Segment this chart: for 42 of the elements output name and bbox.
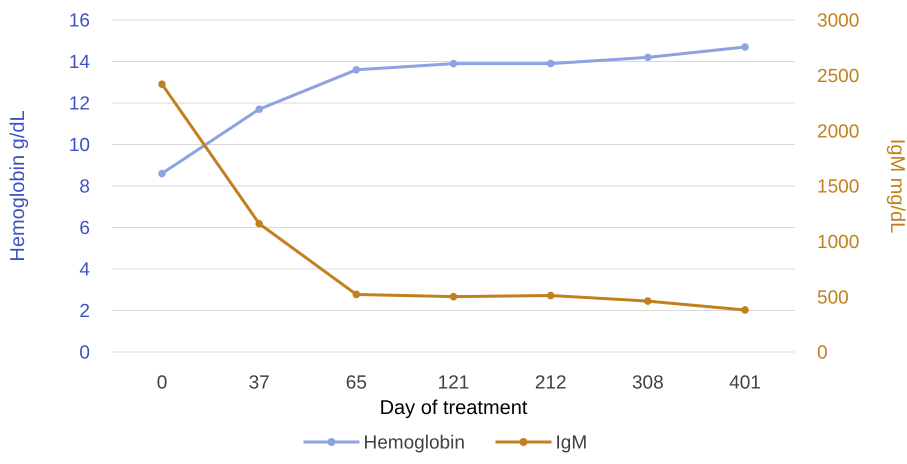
x-tick-label: 308 bbox=[632, 372, 664, 394]
x-tick-label: 401 bbox=[729, 372, 761, 394]
y2-tick-label: 1000 bbox=[817, 232, 860, 253]
point bbox=[644, 297, 652, 305]
x-tick-label: 37 bbox=[248, 372, 270, 394]
y-tick-label: 0 bbox=[79, 342, 90, 364]
point bbox=[450, 60, 458, 68]
point bbox=[546, 292, 554, 300]
y2-axis-title: IgM mg/dL bbox=[886, 138, 907, 234]
y-tick-label: 10 bbox=[68, 135, 90, 156]
point bbox=[352, 290, 360, 298]
legend-label: Hemoglobin bbox=[364, 432, 465, 454]
point bbox=[644, 54, 652, 62]
y2-tick-label: 2500 bbox=[817, 66, 860, 87]
point bbox=[741, 306, 749, 314]
y-tick-label: 6 bbox=[79, 218, 90, 240]
point bbox=[158, 80, 166, 88]
y2-tick-label: 500 bbox=[817, 287, 849, 308]
point bbox=[158, 170, 166, 178]
y2-tick-label: 3000 bbox=[817, 10, 860, 32]
y-tick-label: 4 bbox=[79, 260, 90, 281]
y-tick-label: 2 bbox=[79, 301, 90, 322]
y2-tick-label: 2000 bbox=[817, 121, 860, 142]
y-axis-title: Hemoglobin g/dL bbox=[7, 110, 29, 262]
x-tick-label: 65 bbox=[346, 372, 367, 394]
point bbox=[546, 60, 554, 68]
y-tick-label: 16 bbox=[68, 10, 90, 32]
point bbox=[255, 220, 263, 228]
y2-tick-label: 1500 bbox=[817, 176, 860, 198]
y-tick-label: 8 bbox=[79, 176, 90, 198]
x-axis-title: Day of treatment bbox=[380, 397, 528, 419]
point bbox=[450, 292, 458, 300]
y2-tick-label: 0 bbox=[817, 342, 828, 364]
y-tick-label: 12 bbox=[68, 94, 90, 115]
x-tick-label: 212 bbox=[534, 372, 567, 394]
x-tick-label: 121 bbox=[438, 372, 470, 394]
point bbox=[352, 66, 360, 74]
point bbox=[741, 43, 749, 51]
x-tick-label: 0 bbox=[156, 372, 168, 394]
legend-label: IgM bbox=[556, 432, 588, 454]
y-tick-label: 14 bbox=[68, 52, 90, 74]
point bbox=[255, 105, 263, 114]
